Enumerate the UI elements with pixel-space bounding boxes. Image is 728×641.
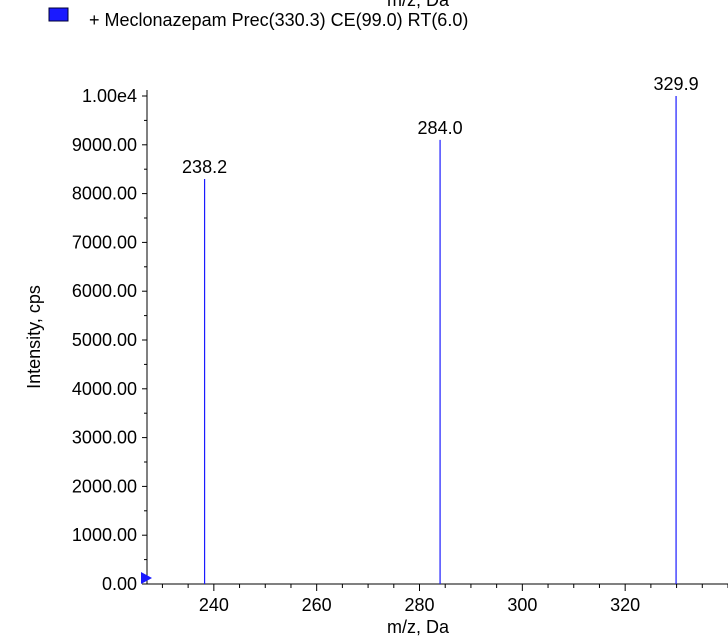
y-tick-label: 1000.00 [72,525,137,545]
x-ticks: 240 260 280 300 320 [161,584,728,615]
y-tick-label: 8000.00 [72,184,137,204]
x-axis-title: m/z, Da [387,617,450,637]
y-tick-label: 1.00e4 [82,86,137,106]
y-tick-label: 6000.00 [72,281,137,301]
top-cut-label: m/z, Da [387,0,450,10]
y-tick-label: 9000.00 [72,135,137,155]
peaks: 238.2 284.0 329.9 [182,74,699,584]
x-tick-label: 260 [302,595,332,615]
baseline-marker-icon [141,572,152,584]
x-tick-label: 240 [199,595,229,615]
y-tick-label: 4000.00 [72,379,137,399]
y-tick-label: 5000.00 [72,330,137,350]
legend-label: + Meclonazepam Prec(330.3) CE(99.0) RT(6… [89,10,468,30]
peak-label: 329.9 [654,74,699,94]
y-tick-label: 0.00 [102,574,137,594]
peak-label: 238.2 [182,157,227,177]
peak-label: 284.0 [418,118,463,138]
y-tick-label: 2000.00 [72,476,137,496]
y-axis-title: Intensity, cps [24,285,44,389]
x-tick-label: 280 [404,595,434,615]
legend-swatch [48,7,69,22]
x-tick-label: 300 [507,595,537,615]
y-ticks: 0.00 1000.00 2000.00 3000.00 4000.00 5000.00 6… [72,86,147,594]
y-tick-label: 7000.00 [72,232,137,252]
y-tick-label: 3000.00 [72,428,137,448]
x-tick-label: 320 [610,595,640,615]
